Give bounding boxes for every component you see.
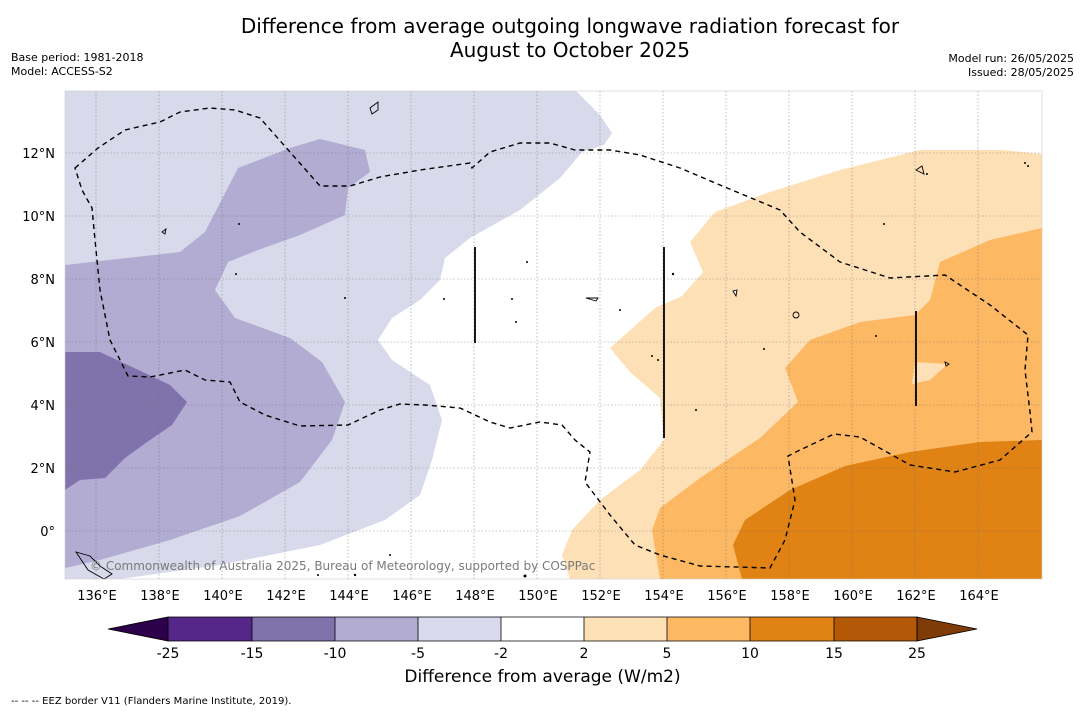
colorbar-tick: 15 [825, 646, 843, 662]
lon-tick: 164°E [959, 589, 999, 604]
base-period: Base period: 1981-2018 [11, 51, 144, 64]
contour-minus10-minus5 [65, 139, 370, 568]
meta-right: Model run: 26/05/2025 Issued: 28/05/2025 [948, 52, 1074, 80]
lon-tick: 146°E [392, 589, 432, 604]
colorbar-bin [335, 617, 418, 641]
lon-tick: 162°E [896, 589, 936, 604]
lon-tick: 148°E [455, 589, 495, 604]
colorbar-tick: -5 [411, 646, 425, 662]
colorbar-bin [168, 617, 252, 641]
gridlines [65, 91, 1042, 579]
lat-tick: 0° [40, 525, 55, 540]
latitude-ticks: 12°N 10°N 8°N 6°N 4°N 2°N 0° [22, 147, 55, 540]
lon-tick: 160°E [833, 589, 873, 604]
anomaly-field [65, 91, 1042, 579]
colorbar-over-arrow [916, 616, 978, 642]
colorbar-tick: -10 [324, 646, 347, 662]
islands [74, 101, 950, 580]
title-line-1: Difference from average outgoing longwav… [240, 14, 900, 38]
colorbar-under-arrow [107, 616, 169, 642]
lon-tick: 142°E [266, 589, 306, 604]
colorbar: -25 -15 -10 -5 -2 2 5 10 15 25 [107, 616, 978, 662]
colorbar-bin [418, 617, 501, 641]
lon-tick: 140°E [203, 589, 243, 604]
copyright-notice: © Commonwealth of Australia 2025, Bureau… [90, 559, 596, 573]
lon-tick: 144°E [329, 589, 369, 604]
colorbar-bin [252, 617, 335, 641]
lat-tick: 8°N [31, 273, 56, 288]
contour-minus15-minus10 [65, 352, 187, 490]
colorbar-bin [584, 617, 667, 641]
longitude-ticks: 136°E 138°E 140°E 142°E 144°E 146°E 148°… [77, 589, 999, 604]
colorbar-tick: -25 [157, 646, 180, 662]
colorbar-tick: 10 [741, 646, 759, 662]
lon-tick: 154°E [644, 589, 684, 604]
island-dots [235, 162, 1029, 578]
lon-tick: 136°E [77, 589, 117, 604]
colorbar-bin [667, 617, 750, 641]
lat-tick: 2°N [31, 462, 56, 477]
eez-footnote: -- -- -- EEZ border V11 (Flanders Marine… [11, 696, 292, 707]
vertical-markers [474, 247, 917, 438]
model-name: Model: ACCESS-S2 [11, 65, 113, 78]
colorbar-tick: 2 [580, 646, 589, 662]
colorbar-label: Difference from average (W/m2) [404, 667, 681, 687]
lat-tick: 10°N [22, 210, 55, 225]
model-run: Model run: 26/05/2025 [948, 52, 1074, 65]
lon-tick: 158°E [770, 589, 810, 604]
colorbar-tick: -15 [241, 646, 264, 662]
lon-tick: 150°E [518, 589, 558, 604]
colorbar-tick: -2 [494, 646, 508, 662]
chart-title: Difference from average outgoing longwav… [170, 14, 970, 62]
lon-tick: 156°E [707, 589, 747, 604]
lat-tick: 12°N [22, 147, 55, 162]
colorbar-tick: 5 [663, 646, 672, 662]
contour-10-15 [733, 440, 1042, 579]
colorbar-tick: 25 [908, 646, 926, 662]
colorbar-bin [834, 617, 917, 641]
title-line-2: August to October 2025 [449, 38, 691, 62]
colorbar-bin [501, 617, 584, 641]
lon-tick: 138°E [140, 589, 180, 604]
issued-date: Issued: 28/05/2025 [967, 66, 1074, 79]
lon-tick: 152°E [581, 589, 621, 604]
meta-left: Base period: 1981-2018 Model: ACCESS-S2 [11, 51, 143, 79]
colorbar-bin [750, 617, 834, 641]
lat-tick: 4°N [31, 399, 56, 414]
lat-tick: 6°N [31, 336, 56, 351]
